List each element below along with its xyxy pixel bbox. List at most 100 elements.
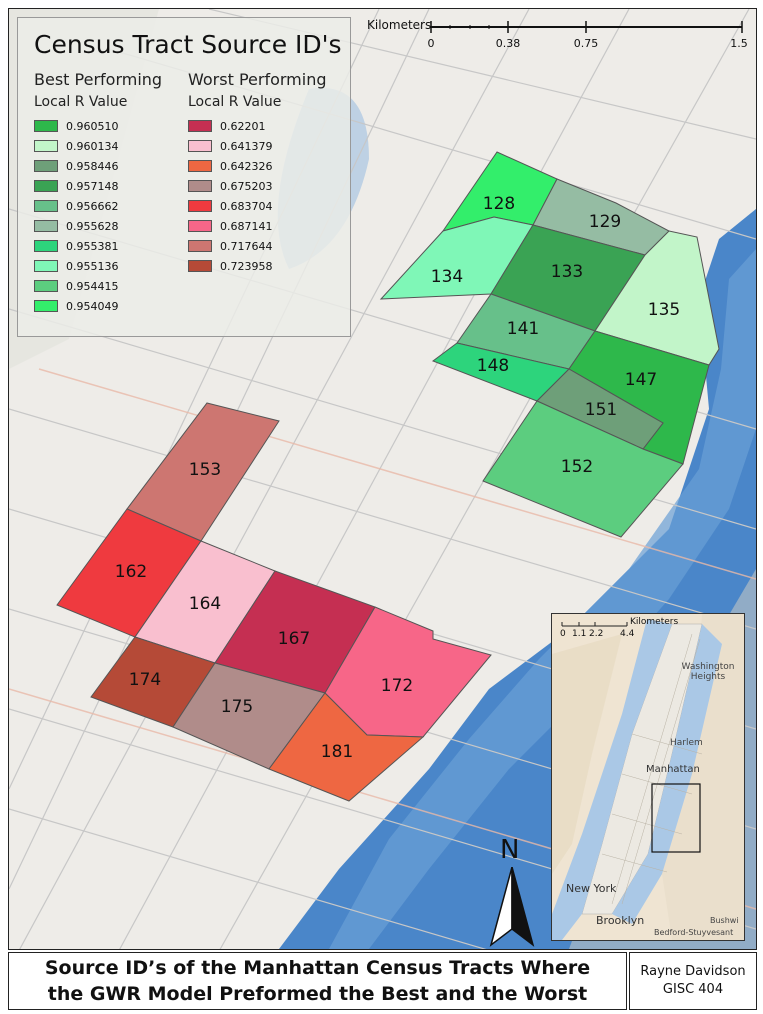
inset-extent-box	[651, 783, 701, 853]
legend-value: 0.956662	[66, 199, 119, 213]
legend-swatch	[188, 200, 212, 212]
worst-legend-row: 0.717644	[188, 238, 273, 254]
east-river-highlight	[329, 249, 756, 949]
legend-value: 0.675203	[220, 179, 273, 193]
legend-value: 0.954049	[66, 299, 119, 313]
tract-181[interactable]	[268, 692, 425, 802]
tract-152[interactable]	[482, 400, 684, 538]
inset-scale-unit: Kilometers	[630, 617, 679, 627]
tract-label: 129	[589, 212, 621, 232]
tracts	[56, 151, 720, 802]
legend-swatch	[34, 140, 58, 152]
legend-swatch	[188, 260, 212, 272]
legend-value: 0.955381	[66, 239, 119, 253]
worst-legend-row: 0.62201	[188, 118, 266, 134]
legend-value: 0.960510	[66, 119, 119, 133]
best-legend-row: 0.955136	[34, 258, 119, 274]
legend-swatch	[188, 160, 212, 172]
map-title-line-1: Source ID’s of the Manhattan Census Trac…	[44, 957, 591, 979]
legend-swatch	[188, 240, 212, 252]
north-arrow-icon	[489, 867, 535, 947]
legend-swatch	[188, 120, 212, 132]
map-title-box: Source ID’s of the Manhattan Census Trac…	[8, 952, 627, 1010]
best-legend-row: 0.954415	[34, 278, 119, 294]
legend-value: 0.958446	[66, 159, 119, 173]
worst-legend-row: 0.641379	[188, 138, 273, 154]
legend-value: 0.955136	[66, 259, 119, 273]
worst-legend-row: 0.675203	[188, 178, 273, 194]
inset-place-bushwick: Bushwi	[710, 916, 739, 925]
legend-value: 0.642326	[220, 159, 273, 173]
best-legend-row: 0.955381	[34, 238, 119, 254]
legend-swatch	[34, 280, 58, 292]
inset-scale-tick: 4.4	[620, 629, 635, 639]
best-legend-row: 0.960134	[34, 138, 119, 154]
inset-place-manhattan: Manhattan	[646, 764, 700, 775]
legend-value: 0.955628	[66, 219, 119, 233]
legend-swatch	[188, 220, 212, 232]
tract-label: 152	[561, 457, 593, 477]
legend-swatch	[34, 260, 58, 272]
scale-tick: 0.38	[495, 37, 521, 50]
inset-base	[552, 614, 744, 940]
tract-label: 133	[551, 262, 583, 282]
author-box: Rayne Davidson GISC 404	[629, 952, 757, 1010]
legend-worst-subheading: Local R Value	[188, 94, 282, 110]
legend-value: 0.723958	[220, 259, 273, 273]
legend-value: 0.954415	[66, 279, 119, 293]
legend-worst-heading: Worst Performing	[188, 70, 327, 89]
map-frame: 128 129 133 134 135 141 147 148 151 152 …	[8, 8, 757, 950]
scale-tick: 0.75	[573, 37, 599, 50]
scale-bar-unit: Kilometers	[367, 18, 432, 32]
inset-place-brooklyn: Brooklyn	[596, 914, 645, 927]
legend-best-heading: Best Performing	[34, 70, 163, 89]
legend-swatch	[34, 300, 58, 312]
legend-value: 0.717644	[220, 239, 273, 253]
north-arrow: N	[487, 835, 537, 947]
tract-label: 141	[507, 319, 539, 339]
legend-value: 0.641379	[220, 139, 273, 153]
tract-label: 181	[321, 742, 353, 762]
inset-place-harlem: Harlem	[670, 738, 703, 748]
tract-label: 164	[189, 594, 221, 614]
scale-bar: Kilometers 0 0.38 0.75 1.5	[359, 15, 754, 55]
inset-scale-tick: 1.1	[572, 629, 587, 639]
tract-label: 153	[189, 460, 221, 480]
tract-label: 148	[477, 356, 509, 376]
tract-label: 174	[129, 670, 161, 690]
legend-value: 0.62201	[220, 119, 266, 133]
tract-label: 135	[648, 300, 680, 320]
legend-best-subheading: Local R Value	[34, 94, 128, 110]
scale-bar-graphic	[430, 21, 743, 33]
author-course: GISC 404	[662, 982, 724, 997]
legend-swatch	[34, 240, 58, 252]
tract-label: 172	[381, 676, 413, 696]
inset-place-new-york: New York	[566, 882, 617, 895]
scale-tick: 0	[427, 37, 435, 50]
tract-label: 134	[431, 267, 463, 287]
best-legend-row: 0.955628	[34, 218, 119, 234]
inset-scale-tick: 0	[560, 629, 566, 639]
best-legend-row: 0.957148	[34, 178, 119, 194]
north-arrow-label: N	[500, 835, 520, 865]
tract-label: 151	[585, 400, 617, 420]
inset-place-washington-heights: Washington Heights	[681, 662, 735, 682]
tract-label: 167	[278, 629, 310, 649]
best-legend-row: 0.960510	[34, 118, 119, 134]
legend-swatch	[34, 180, 58, 192]
best-legend-row: 0.956662	[34, 198, 119, 214]
inset-scale-tick: 2.2	[589, 629, 604, 639]
tract-label: 162	[115, 562, 147, 582]
legend-swatch	[34, 120, 58, 132]
legend-title: Census Tract Source ID's	[34, 30, 342, 59]
inset-locator-map: Kilometers 0 1.1 2.2 4.4 Washington Heig…	[551, 613, 745, 941]
tract-labels: 128 129 133 134 135 141 147 148 151 152 …	[115, 194, 680, 762]
legend-value: 0.683704	[220, 199, 273, 213]
worst-legend-row: 0.683704	[188, 198, 273, 214]
worst-legend-row: 0.642326	[188, 158, 273, 174]
legend-value: 0.960134	[66, 139, 119, 153]
legend-value: 0.957148	[66, 179, 119, 193]
legend-swatch	[34, 220, 58, 232]
worst-legend-row: 0.687141	[188, 218, 273, 234]
legend-value: 0.687141	[220, 219, 273, 233]
